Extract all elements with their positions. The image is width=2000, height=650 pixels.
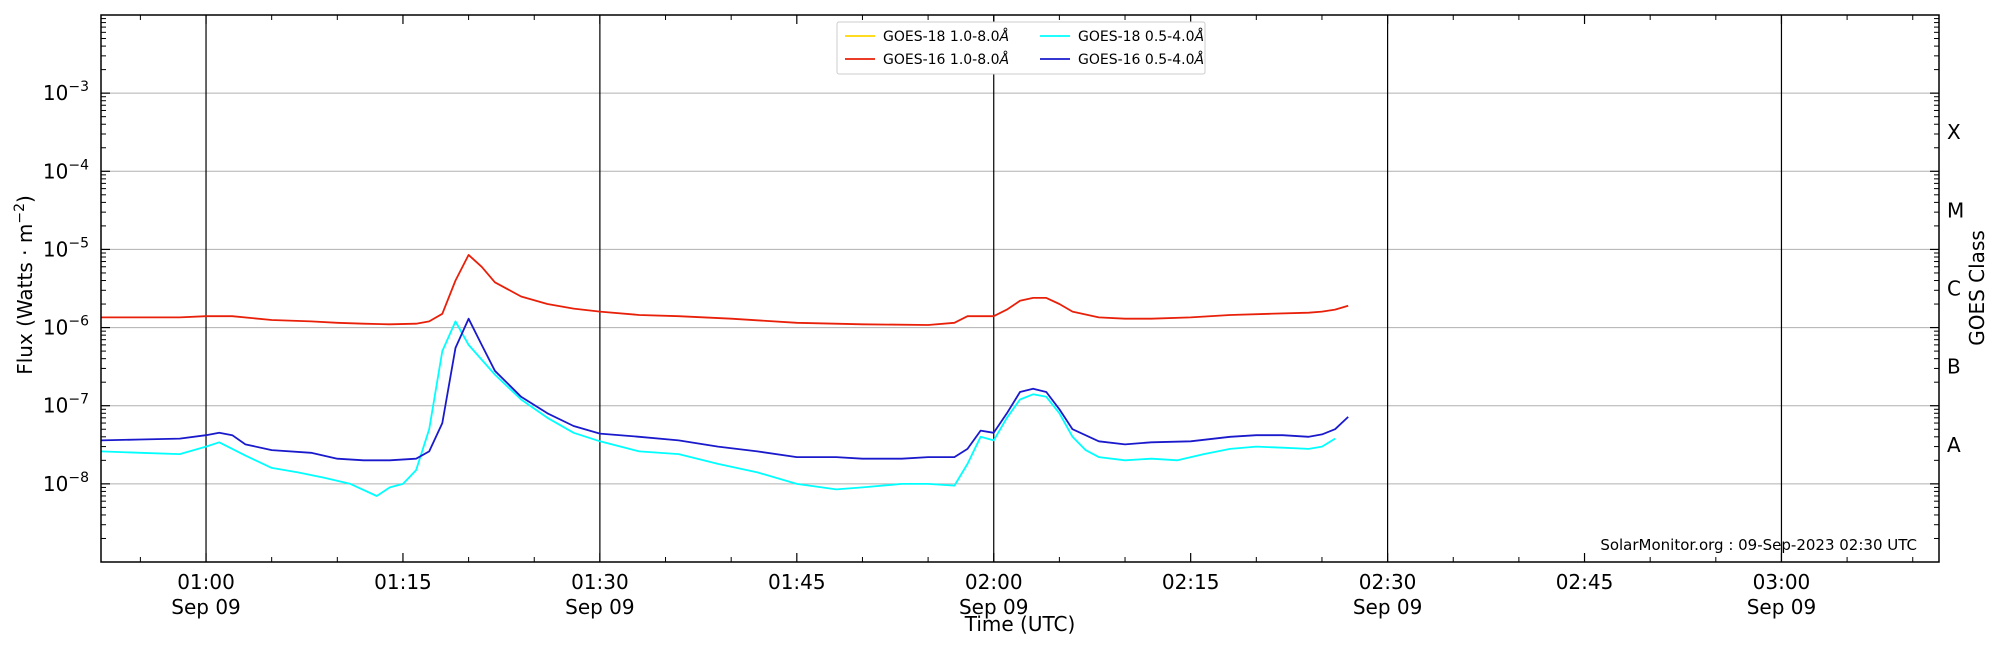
legend: GOES-18 1.0-8.0Å GOES-16 1.0-8.0Å GOES-18 … — [836, 21, 1206, 75]
legend-label-2: GOES-18 0.5-4.0Å — [1078, 28, 1204, 45]
goes-class-labels: A B C M X — [1947, 120, 1964, 457]
day-vertical-lines — [205, 15, 1783, 562]
goes-class-M: M — [1947, 198, 1964, 222]
legend-box — [836, 21, 1206, 75]
x-tick-label: 02:45 — [1556, 570, 1614, 594]
series-line-3 — [100, 317, 1349, 462]
y-axis-label-main: Flux (Watts · m — [13, 224, 37, 375]
legend-label-3: GOES-16 0.5-4.0Å — [1078, 51, 1204, 68]
y-tick-label: 10−8 — [43, 470, 89, 496]
x-axis-label: Time (UTC) — [964, 612, 1076, 636]
legend-label-1: GOES-16 1.0-8.0Å — [883, 51, 1009, 68]
goes-class-A: A — [1947, 433, 1961, 457]
y-tick-label: 10−3 — [43, 79, 89, 105]
y-tick-label: 10−4 — [43, 157, 89, 183]
x-tick-label: 01:00 — [177, 570, 235, 594]
series-line-2 — [100, 320, 1336, 497]
series-layer — [100, 253, 1349, 497]
y-axis-label: Flux (Watts · m−2) — [12, 195, 37, 375]
x-tick-label: 01:45 — [768, 570, 826, 594]
goes-class-C: C — [1947, 277, 1961, 301]
x-tick-label: 01:30 — [571, 570, 629, 594]
x-tick-label: 02:00 — [965, 570, 1023, 594]
x-tick-date: Sep 09 — [1747, 595, 1817, 619]
legend-label-0: GOES-18 1.0-8.0Å — [883, 28, 1009, 45]
x-tick-label: 02:15 — [1162, 570, 1220, 594]
goes-class-B: B — [1947, 355, 1961, 379]
plot-frame — [100, 14, 1940, 563]
y2-axis-label: GOES Class — [1965, 230, 1989, 346]
y-axis-ticks: 10−8 10−7 10−6 10−5 10−4 10−3 — [43, 18, 1939, 539]
gridlines — [101, 92, 1939, 485]
solarmonitor-annotation: SolarMonitor.org : 09-Sep-2023 02:30 UTC — [1600, 536, 1917, 554]
x-tick-label: 03:00 — [1753, 570, 1811, 594]
x-tick-date: Sep 09 — [171, 595, 241, 619]
y-axis-label-exponent: −2 — [12, 203, 28, 224]
goes-class-X: X — [1947, 120, 1961, 144]
series-line-1 — [101, 253, 1349, 326]
y-axis-label-suffix: ) — [13, 195, 37, 203]
y-tick-label: 10−5 — [43, 235, 89, 261]
y-tick-label: 10−6 — [43, 314, 89, 340]
x-tick-label: 01:15 — [374, 570, 432, 594]
x-tick-date: Sep 09 — [565, 595, 635, 619]
x-tick-date: Sep 09 — [1353, 595, 1423, 619]
x-tick-label: 02:30 — [1359, 570, 1417, 594]
x-tick-date: Sep 09 — [959, 595, 1029, 619]
y-tick-label: 10−7 — [43, 392, 89, 418]
